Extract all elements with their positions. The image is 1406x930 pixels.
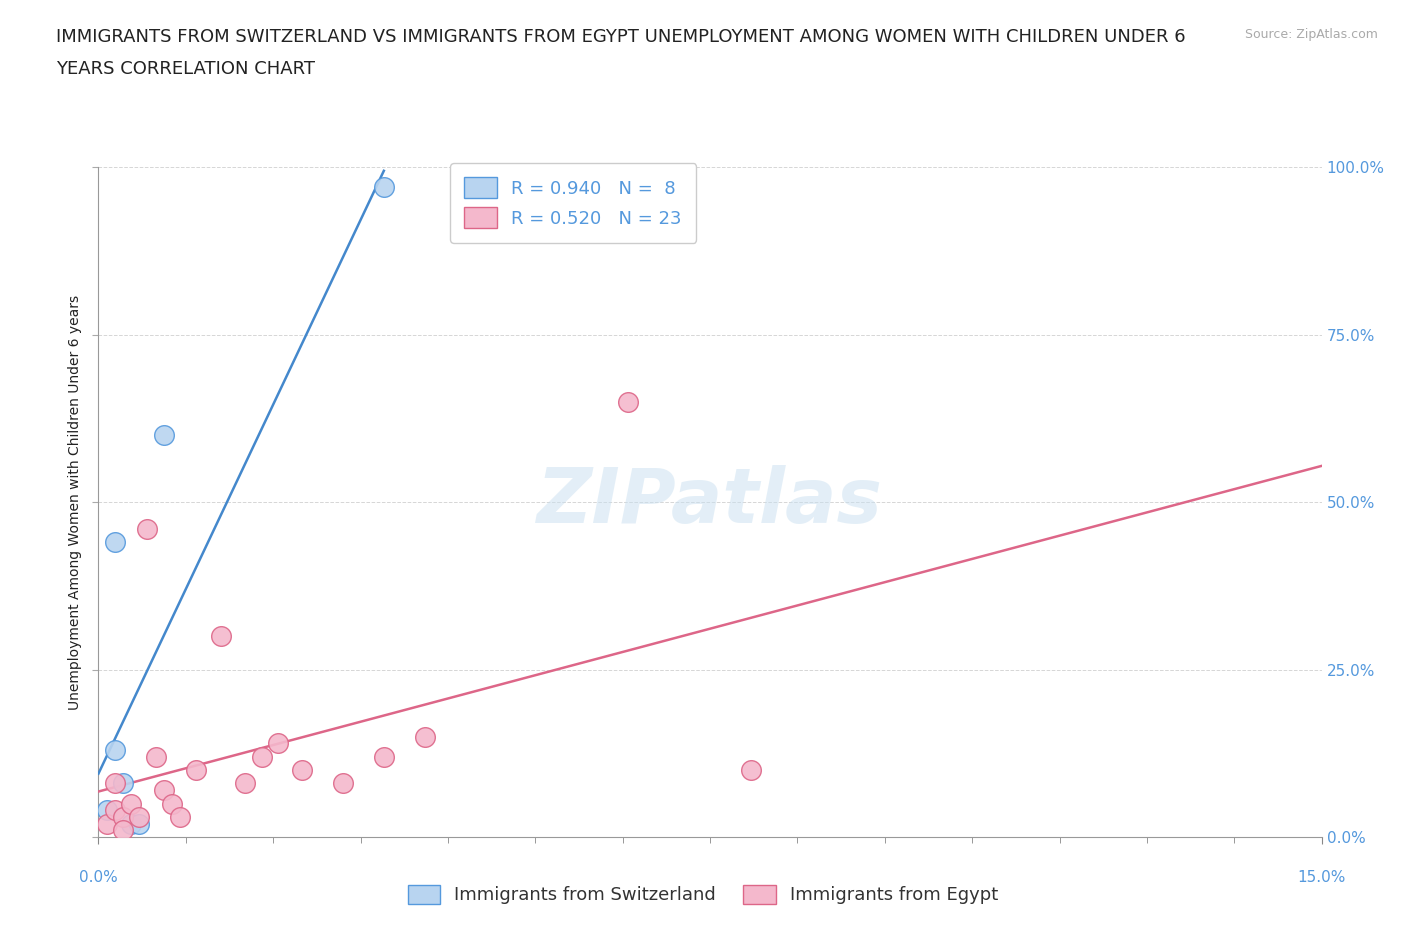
Text: ZIPatlas: ZIPatlas	[537, 465, 883, 539]
Point	[373, 750, 395, 764]
Point	[160, 796, 183, 811]
Point	[145, 750, 167, 764]
Point	[267, 736, 290, 751]
Point	[128, 817, 150, 831]
Y-axis label: Unemployment Among Women with Children Under 6 years: Unemployment Among Women with Children U…	[67, 295, 82, 710]
Point	[104, 535, 127, 550]
Point	[111, 809, 134, 824]
Point	[120, 817, 142, 831]
Point	[186, 763, 208, 777]
Point	[209, 629, 232, 644]
Point	[332, 776, 354, 790]
Point	[120, 796, 142, 811]
Legend: R = 0.940   N =  8, R = 0.520   N = 23: R = 0.940 N = 8, R = 0.520 N = 23	[450, 163, 696, 243]
Legend: Immigrants from Switzerland, Immigrants from Egypt: Immigrants from Switzerland, Immigrants …	[401, 878, 1005, 911]
Text: 0.0%: 0.0%	[79, 870, 118, 884]
Point	[111, 776, 134, 790]
Point	[291, 763, 314, 777]
Point	[740, 763, 762, 777]
Point	[104, 742, 127, 757]
Text: Source: ZipAtlas.com: Source: ZipAtlas.com	[1244, 28, 1378, 41]
Point	[152, 428, 174, 443]
Point	[96, 817, 118, 831]
Point	[104, 776, 127, 790]
Point	[111, 823, 134, 838]
Point	[373, 180, 395, 195]
Point	[136, 522, 159, 537]
Text: IMMIGRANTS FROM SWITZERLAND VS IMMIGRANTS FROM EGYPT UNEMPLOYMENT AMONG WOMEN WI: IMMIGRANTS FROM SWITZERLAND VS IMMIGRANT…	[56, 28, 1185, 46]
Point	[169, 809, 191, 824]
Point	[413, 729, 436, 744]
Text: YEARS CORRELATION CHART: YEARS CORRELATION CHART	[56, 60, 315, 78]
Point	[233, 776, 256, 790]
Point	[96, 803, 118, 817]
Point	[128, 809, 150, 824]
Text: 15.0%: 15.0%	[1298, 870, 1346, 884]
Point	[104, 803, 127, 817]
Point	[250, 750, 273, 764]
Point	[152, 783, 174, 798]
Point	[617, 394, 640, 409]
